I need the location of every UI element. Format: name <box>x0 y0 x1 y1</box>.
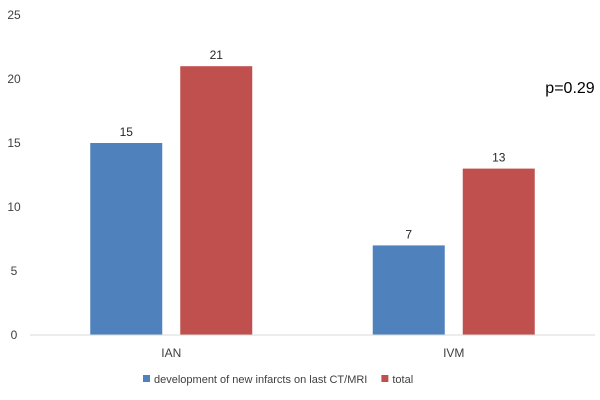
legend: development of new infarcts on last CT/M… <box>143 374 413 386</box>
legend-swatch <box>143 375 150 382</box>
legend-label: total <box>392 374 413 386</box>
y-tick-label: 0 <box>11 328 18 342</box>
p-value-annotation: p=0.29 <box>545 80 594 97</box>
legend-swatch <box>381 375 389 382</box>
x-category-label: IAN <box>161 346 181 360</box>
bar-ivm-series-1 <box>372 245 445 335</box>
data-label: 15 <box>120 125 134 139</box>
data-label: 21 <box>210 48 224 62</box>
y-tick-label: 5 <box>11 264 18 278</box>
y-tick-label: 20 <box>7 72 21 86</box>
bars <box>90 66 535 335</box>
legend-label: development of new infarcts on last CT/M… <box>154 374 367 386</box>
data-label: 13 <box>492 151 506 165</box>
data-label: 7 <box>405 227 412 241</box>
y-tick-label: 15 <box>7 136 21 150</box>
bar-ian-series-2 <box>180 66 253 335</box>
category-labels: IAN IVM <box>161 346 464 360</box>
y-tick-label: 10 <box>7 200 21 214</box>
bar-ian-series-1 <box>90 143 163 335</box>
y-tick-label: 25 <box>7 8 21 22</box>
y-axis: 0 5 10 15 20 25 <box>7 8 21 342</box>
bar-ivm-series-2 <box>462 168 535 335</box>
x-category-label: IVM <box>443 346 464 360</box>
data-labels: 15 21 7 13 <box>120 48 506 241</box>
